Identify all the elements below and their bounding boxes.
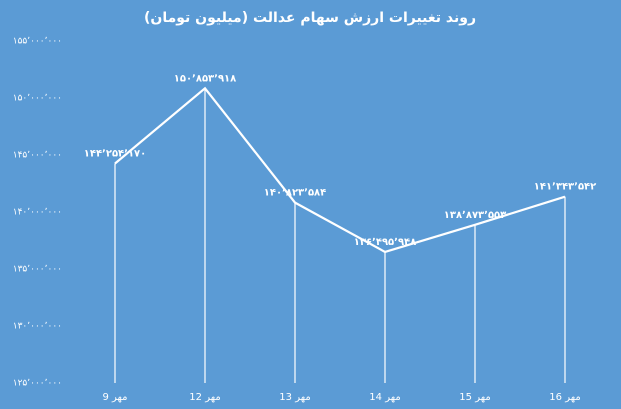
data-label: ۱۴۴٬۲۵۴٬۱۷۰ <box>84 149 147 160</box>
y-tick-label: ۱۴۰٬۰۰۰٬۰۰۰ <box>13 208 62 218</box>
y-tick-label: ۱۴۵٬۰۰۰٬۰۰۰ <box>13 151 62 161</box>
data-label: ۱۳۶٬۴۹۵٬۹۴۸ <box>354 237 417 248</box>
x-tick-label: 12 مهر <box>189 392 220 403</box>
x-tick-label: 15 مهر <box>459 392 490 403</box>
y-tick-label: ۱۲۵٬۰۰۰٬۰۰۰ <box>13 379 62 389</box>
x-tick-label: 9 مهر <box>102 392 127 403</box>
line <box>114 86 566 254</box>
y-tick-label: ۱۳۰٬۰۰۰٬۰۰۰ <box>13 322 62 332</box>
x-tick-label: 13 مهر <box>279 392 310 403</box>
data-label: ۱۴۱٬۳۴۳٬۵۴۲ <box>534 182 597 193</box>
y-tick-label: ۱۵۰٬۰۰۰٬۰۰۰ <box>13 94 62 104</box>
data-label: ۱۵۰٬۸۵۳٬۹۱۸ <box>174 73 237 84</box>
y-tick-label: ۱۵۵٬۰۰۰٬۰۰۰ <box>13 37 62 47</box>
data-label: ۱۳۸٬۸۷۳٬۵۵۳ <box>444 210 507 221</box>
x-tick-label: 14 مهر <box>369 392 400 403</box>
data-label: ۱۴۰٬۸۲۳٬۵۸۴ <box>264 188 327 199</box>
x-tick-label: 16 مهر <box>549 392 580 403</box>
y-tick-label: ۱۳۵٬۰۰۰٬۰۰۰ <box>13 265 62 275</box>
chart-title: روند تغییرات ارزش سهام عدالت (میلیون توم… <box>144 10 476 26</box>
